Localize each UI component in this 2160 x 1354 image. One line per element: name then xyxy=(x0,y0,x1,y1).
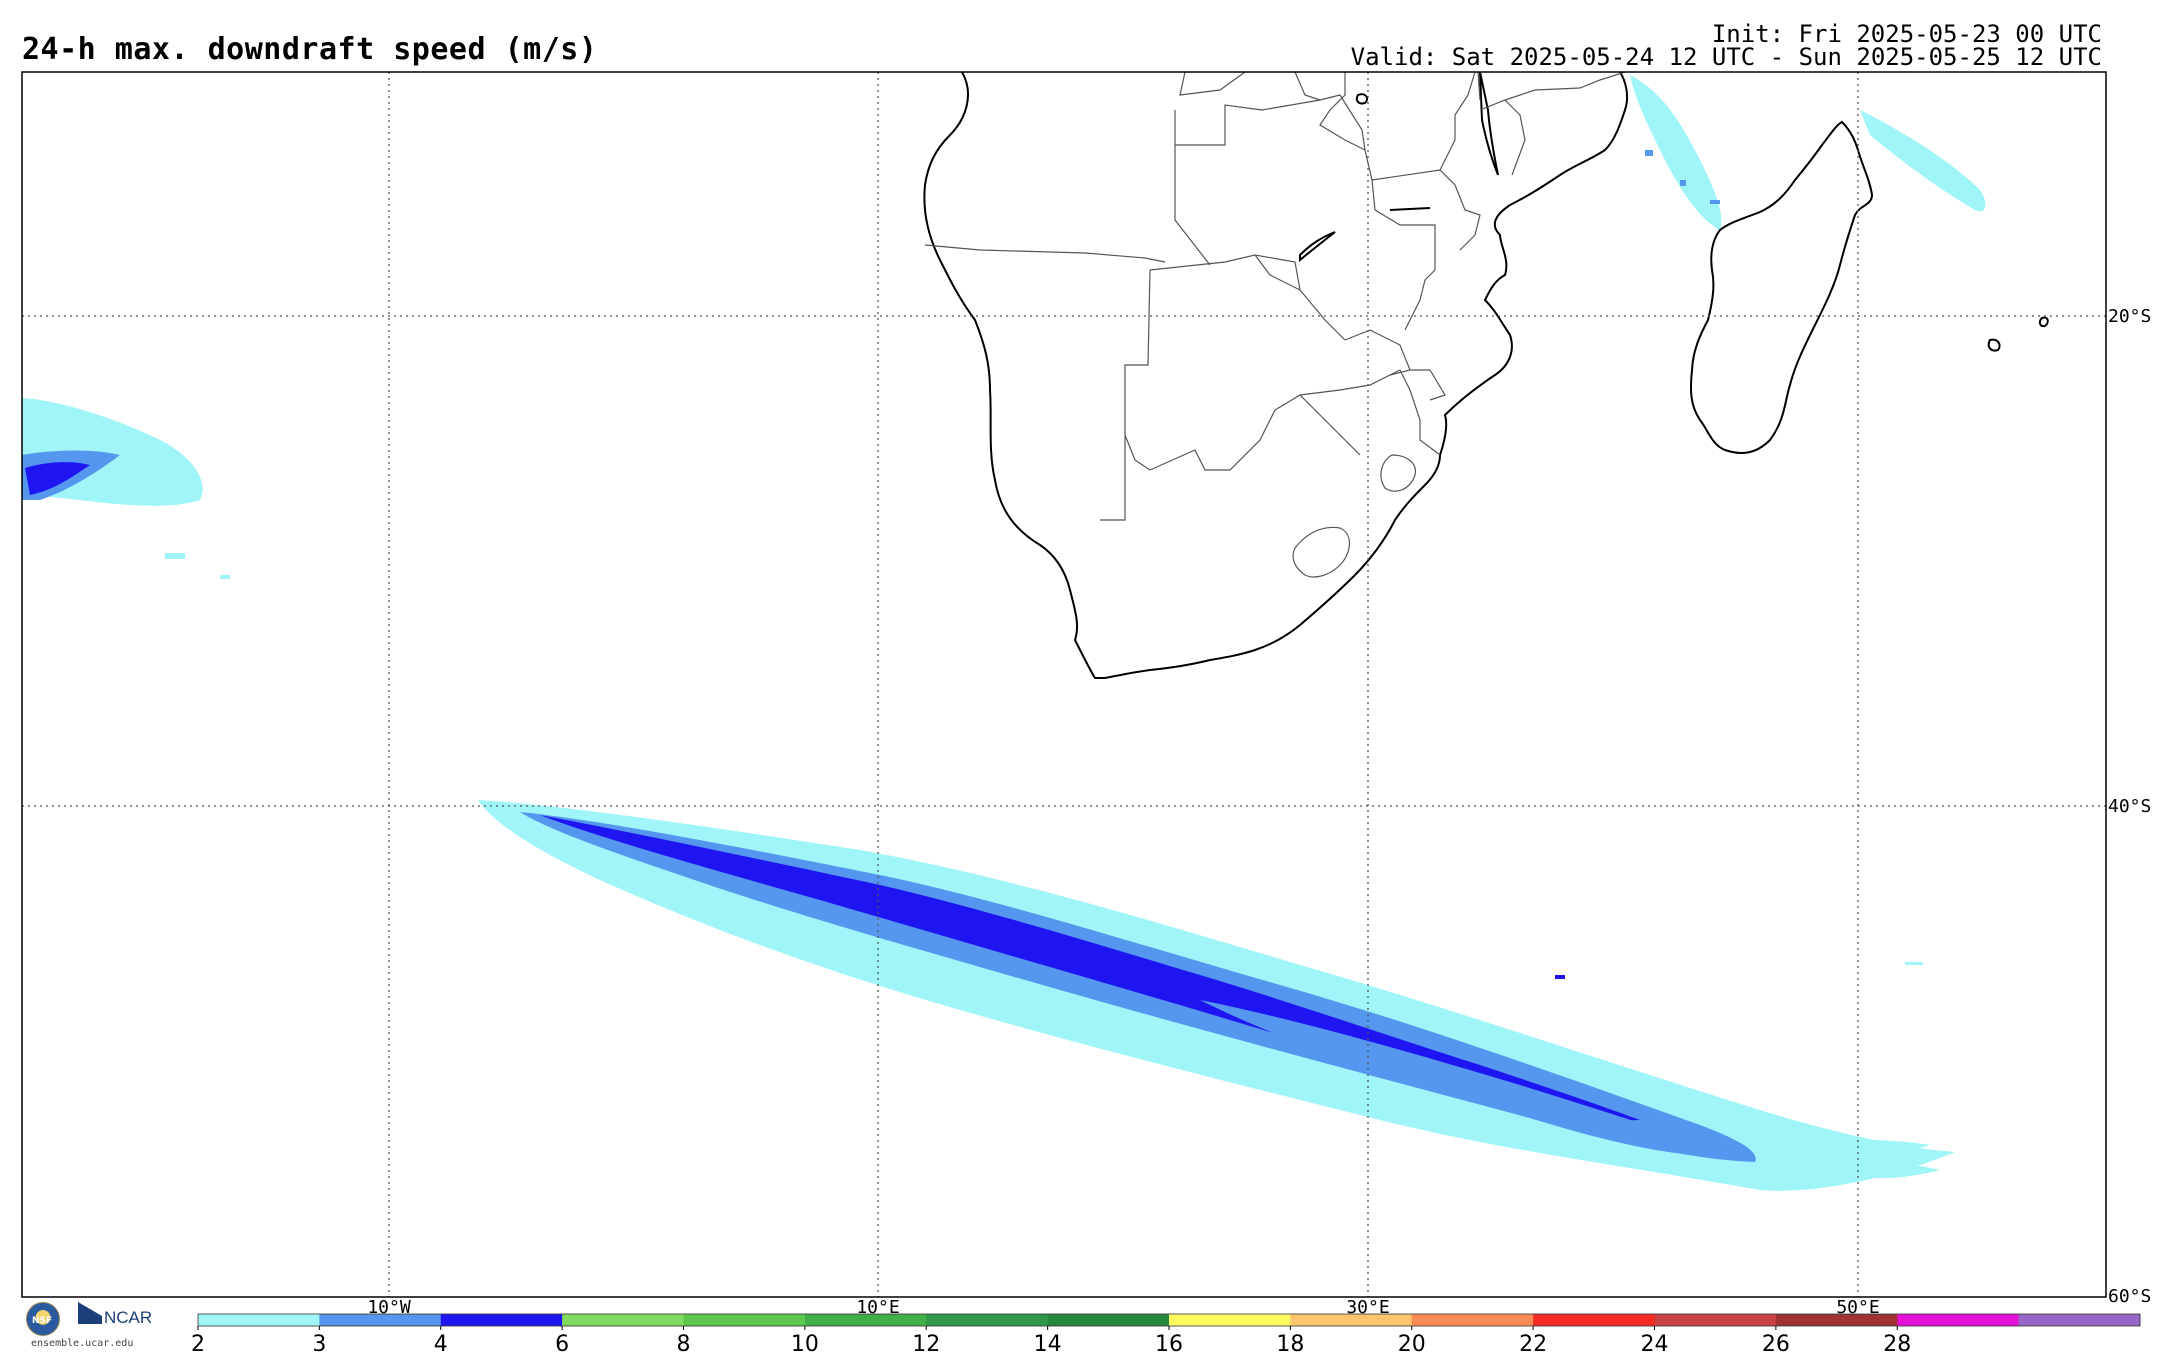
lat-labels: 20°S 40°S 60°S xyxy=(2108,306,2151,1307)
downdraft-west-patch xyxy=(22,398,230,579)
madagascar-coast xyxy=(1690,120,1874,454)
init-time: Init: Fri 2025-05-23 00 UTC xyxy=(1711,20,2102,48)
lon-label-50e: 50°E xyxy=(1836,1297,1879,1318)
colorbar-tick-label: 10 xyxy=(791,1332,819,1354)
africa-west-coast xyxy=(923,72,1629,679)
colorbar-swatch xyxy=(562,1314,684,1326)
downdraft-ne-speckles xyxy=(1630,75,1986,230)
colorbar-swatch xyxy=(1290,1314,1413,1326)
colorbar-swatch xyxy=(1654,1314,1777,1326)
map-title: 24-h max. downdraft speed (m/s) xyxy=(22,32,598,67)
ncar-logo-text: NCAR xyxy=(104,1308,153,1327)
lon-label-30e: 30°E xyxy=(1346,1297,1389,1318)
lon-label-10w: 10°W xyxy=(367,1297,411,1318)
colorbar-tick-label: 20 xyxy=(1398,1332,1426,1354)
ncar-mark-icon xyxy=(78,1302,102,1324)
lat-label-60s: 60°S xyxy=(2108,1286,2151,1307)
lon-label-10e: 10°E xyxy=(856,1297,899,1318)
graticule xyxy=(22,72,2106,1297)
site-url: ensemble.ucar.edu xyxy=(31,1338,134,1349)
colorbar-swatch xyxy=(1897,1314,2020,1326)
reunion-mauritius xyxy=(1987,338,2001,352)
coastlines xyxy=(923,72,2049,679)
lake-malawi xyxy=(1479,72,1499,176)
colorbar-swatch xyxy=(2018,1314,2141,1326)
colorbar-tick-label: 3 xyxy=(312,1332,326,1354)
colorbar-swatch xyxy=(440,1314,563,1326)
colorbar-swatch xyxy=(198,1314,320,1326)
nsf-logo-text: NSF xyxy=(32,1316,53,1326)
colorbar-tick-label: 4 xyxy=(434,1332,448,1354)
colorbar-tick-label: 14 xyxy=(1034,1332,1062,1354)
nsf-logo: NSF xyxy=(26,1302,60,1336)
colorbar-tick-label: 28 xyxy=(1883,1332,1911,1354)
country-borders xyxy=(924,72,1626,578)
colorbar-swatch xyxy=(926,1314,1049,1326)
colorbar-tick-label: 6 xyxy=(555,1332,569,1354)
colorbar-tick-label: 22 xyxy=(1519,1332,1547,1354)
colorbar-tick-label: 26 xyxy=(1762,1332,1790,1354)
colorbar-tick-label: 16 xyxy=(1155,1332,1183,1354)
colorbar-swatch xyxy=(1411,1314,1534,1326)
colorbar-swatch xyxy=(804,1314,927,1326)
colorbar-tick-label: 8 xyxy=(677,1332,691,1354)
valid-time-range: Valid: Sat 2025-05-24 12 UTC - Sun 2025-… xyxy=(1350,43,2102,71)
colorbar-swatch xyxy=(319,1314,442,1326)
colorbar-tick-label: 24 xyxy=(1641,1332,1669,1354)
colorbar-tick-label: 18 xyxy=(1276,1332,1304,1354)
map-frame xyxy=(21,71,2107,1298)
colorbar-swatch xyxy=(1533,1314,1655,1326)
colorbar-swatch xyxy=(1047,1314,1170,1326)
colorbar-swatch xyxy=(1169,1314,1291,1326)
downdraft-swath xyxy=(478,800,1955,1191)
colorbar: 2 3 4 6 8 10 12 14 16 18 20 22 24 26 28 xyxy=(191,1313,2141,1354)
colorbar-swatch xyxy=(683,1314,806,1326)
map-field xyxy=(22,72,2106,1297)
lon-labels: 10°W 10°E 30°E 50°E xyxy=(367,1297,1879,1318)
colorbar-swatch xyxy=(1775,1314,1898,1326)
colorbar-tick-label: 12 xyxy=(912,1332,940,1354)
lat-label-20s: 20°S xyxy=(2108,306,2151,327)
colorbar-tick-label: 2 xyxy=(191,1332,205,1354)
logos: NSF NCAR ensemble.ucar.edu xyxy=(26,1298,166,1352)
lat-label-40s: 40°S xyxy=(2108,796,2151,817)
